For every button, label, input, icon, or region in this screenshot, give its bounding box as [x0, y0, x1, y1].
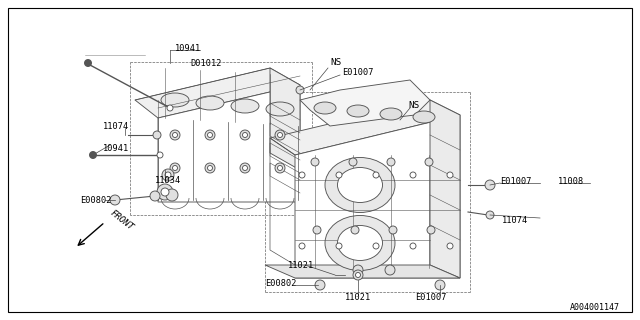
Circle shape: [389, 226, 397, 234]
Circle shape: [166, 189, 178, 201]
Circle shape: [278, 165, 282, 171]
Text: E01007: E01007: [500, 177, 531, 186]
Ellipse shape: [196, 96, 224, 110]
Circle shape: [170, 130, 180, 140]
Circle shape: [275, 130, 285, 140]
Circle shape: [240, 130, 250, 140]
Circle shape: [313, 226, 321, 234]
Circle shape: [387, 158, 395, 166]
Polygon shape: [265, 265, 460, 278]
Polygon shape: [158, 85, 300, 202]
Text: A004001147: A004001147: [570, 303, 620, 313]
Circle shape: [243, 165, 248, 171]
Ellipse shape: [161, 93, 189, 107]
Circle shape: [205, 130, 215, 140]
Ellipse shape: [347, 105, 369, 117]
Circle shape: [385, 265, 395, 275]
Circle shape: [373, 172, 379, 178]
Circle shape: [157, 184, 173, 200]
Circle shape: [84, 60, 92, 67]
Circle shape: [205, 163, 215, 173]
Circle shape: [353, 265, 363, 275]
Ellipse shape: [325, 215, 395, 270]
Circle shape: [296, 86, 304, 94]
Circle shape: [278, 132, 282, 138]
Text: E00802: E00802: [265, 278, 296, 287]
Polygon shape: [135, 68, 300, 118]
Circle shape: [299, 243, 305, 249]
Text: 10941: 10941: [103, 143, 129, 153]
Circle shape: [355, 273, 360, 277]
Text: D01012: D01012: [190, 59, 221, 68]
Polygon shape: [270, 68, 300, 170]
Circle shape: [351, 226, 359, 234]
Circle shape: [486, 211, 494, 219]
Polygon shape: [300, 80, 430, 126]
Circle shape: [447, 243, 453, 249]
Text: 11021: 11021: [288, 260, 314, 269]
Ellipse shape: [314, 102, 336, 114]
Circle shape: [167, 105, 173, 111]
Circle shape: [110, 195, 120, 205]
Ellipse shape: [413, 111, 435, 123]
Circle shape: [427, 226, 435, 234]
Circle shape: [207, 132, 212, 138]
Circle shape: [243, 132, 248, 138]
Circle shape: [207, 165, 212, 171]
Ellipse shape: [337, 226, 383, 260]
Text: 10941: 10941: [175, 44, 201, 52]
Text: E01007: E01007: [342, 68, 374, 76]
Circle shape: [157, 152, 163, 158]
Text: NS: NS: [408, 100, 419, 109]
Circle shape: [435, 280, 445, 290]
Text: E01007: E01007: [415, 293, 447, 302]
Text: E00802: E00802: [80, 196, 111, 204]
Text: 11074: 11074: [103, 122, 129, 131]
Text: 11008: 11008: [558, 177, 584, 186]
Circle shape: [447, 172, 453, 178]
Circle shape: [173, 165, 177, 171]
Circle shape: [349, 158, 357, 166]
Text: 11021: 11021: [345, 293, 371, 302]
Circle shape: [240, 163, 250, 173]
Circle shape: [311, 158, 319, 166]
Polygon shape: [295, 115, 460, 278]
Circle shape: [485, 180, 495, 190]
Text: FRONT: FRONT: [108, 208, 134, 232]
Text: NS: NS: [330, 58, 341, 67]
Circle shape: [315, 280, 325, 290]
Polygon shape: [430, 100, 460, 278]
Polygon shape: [270, 100, 460, 155]
Circle shape: [153, 131, 161, 139]
Ellipse shape: [325, 157, 395, 212]
Ellipse shape: [231, 99, 259, 113]
Text: 11034: 11034: [155, 175, 181, 185]
Ellipse shape: [266, 102, 294, 116]
Circle shape: [173, 132, 177, 138]
Text: 11074: 11074: [502, 215, 528, 225]
Circle shape: [410, 243, 416, 249]
Ellipse shape: [337, 167, 383, 203]
Circle shape: [410, 172, 416, 178]
Circle shape: [162, 169, 174, 181]
Circle shape: [336, 243, 342, 249]
Circle shape: [336, 172, 342, 178]
Circle shape: [161, 188, 169, 196]
Circle shape: [299, 172, 305, 178]
Circle shape: [275, 163, 285, 173]
Circle shape: [90, 151, 97, 158]
Ellipse shape: [380, 108, 402, 120]
Circle shape: [425, 158, 433, 166]
Circle shape: [373, 243, 379, 249]
Circle shape: [353, 270, 363, 280]
Circle shape: [170, 163, 180, 173]
Circle shape: [150, 191, 160, 201]
Circle shape: [165, 172, 171, 178]
